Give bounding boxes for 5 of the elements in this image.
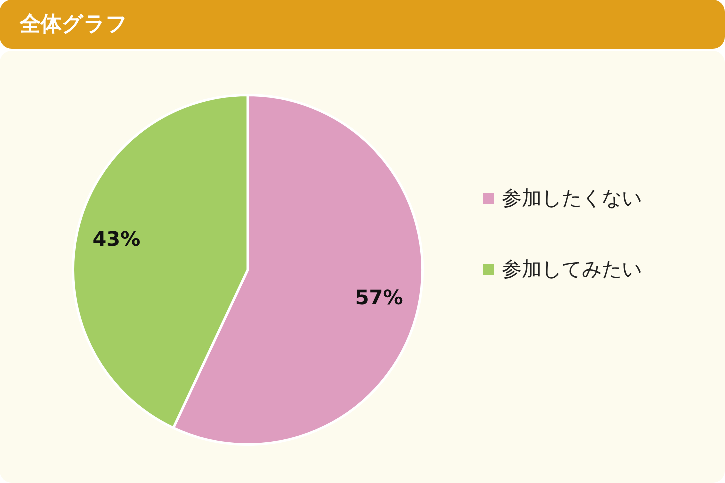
chart-title: 全体グラフ bbox=[20, 11, 128, 38]
legend-label: 参加したくない bbox=[502, 186, 642, 210]
data-label: 57% bbox=[355, 286, 404, 310]
data-label: 43% bbox=[92, 226, 141, 251]
legend-label: 参加してみたい bbox=[502, 257, 642, 281]
